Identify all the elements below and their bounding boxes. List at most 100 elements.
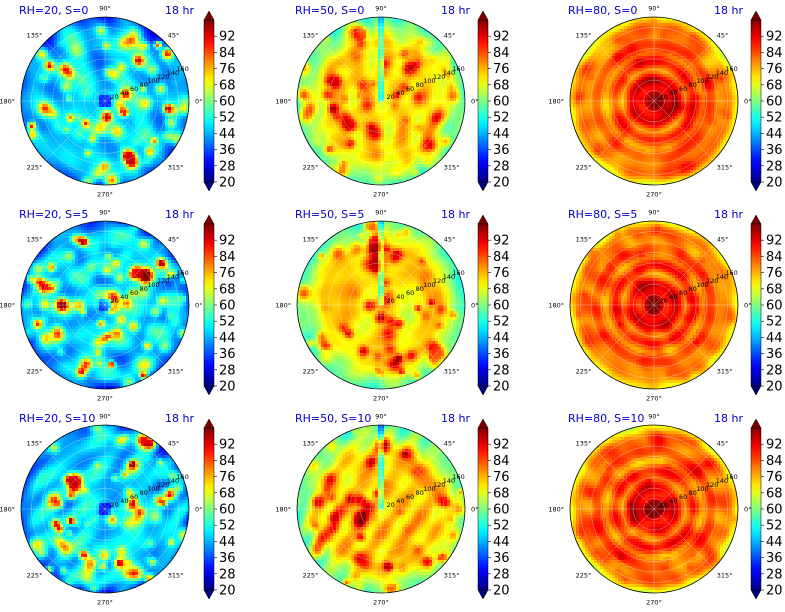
colorbar-tick-label: 68 xyxy=(766,78,783,93)
colorbar-tick-label: 60 xyxy=(219,95,236,110)
colorbar-gradient xyxy=(750,427,762,591)
panel-time-label: 18 hr xyxy=(165,208,194,221)
colorbar-extend-min xyxy=(203,385,215,396)
radial-tick-label: 20 xyxy=(387,297,395,305)
colorbar-tick-label: 68 xyxy=(493,486,510,501)
colorbar-tick-label: 36 xyxy=(219,551,236,566)
colorbar-tick-label: 76 xyxy=(493,266,510,281)
angle-tick-label: 90° xyxy=(648,413,660,421)
radial-tick-label: 140 xyxy=(167,273,179,281)
heatmap-field xyxy=(570,17,738,185)
colorbar-tick-label: 84 xyxy=(766,46,783,61)
colorbar-tick-label: 44 xyxy=(766,127,783,142)
radial-tick-label: 100 xyxy=(696,77,708,85)
radial-tick-label: 40 xyxy=(669,293,677,301)
colorbar-tick-label: 84 xyxy=(766,454,783,469)
angle-tick-label: 135° xyxy=(27,440,43,448)
radial-tick-label: 120 xyxy=(433,481,445,489)
polar-grid xyxy=(296,220,466,390)
radial-tick-label: 20 xyxy=(111,501,119,509)
colorbar-tick-label: 84 xyxy=(766,250,783,265)
colorbar-tick-label: 92 xyxy=(219,30,236,45)
angle-tick-label: 135° xyxy=(27,236,43,244)
radial-tick-label: 120 xyxy=(706,73,718,81)
colorbar-tick-label: 92 xyxy=(766,234,783,249)
radial-tick-label: 60 xyxy=(406,85,414,93)
colorbar-tick-label: 60 xyxy=(219,503,236,518)
angle-tick-label: 45° xyxy=(444,236,456,244)
colorbar-tick-label: 84 xyxy=(219,250,236,265)
polar-grid xyxy=(569,424,739,594)
colorbar-tick-label: 76 xyxy=(493,470,510,485)
colorbar-tick-label: 68 xyxy=(766,486,783,501)
colorbar-tick-label: 36 xyxy=(493,551,510,566)
colorbar-tick-label: 84 xyxy=(493,250,510,265)
angle-tick-label: 270° xyxy=(646,395,662,403)
angle-tick-label: 135° xyxy=(303,32,319,40)
panel-time-label: 18 hr xyxy=(441,412,470,425)
radial-tick-label: 80 xyxy=(416,489,424,497)
angle-tick-label: 180° xyxy=(548,506,564,514)
radial-tick-label: 60 xyxy=(406,289,414,297)
radial-tick-label: 120 xyxy=(433,73,445,81)
colorbar-tick-label: 36 xyxy=(493,143,510,158)
angle-tick-label: 90° xyxy=(375,209,387,217)
polar-frame xyxy=(569,424,739,594)
angle-tick-label: 90° xyxy=(99,5,111,13)
colorbar-tick-label: 76 xyxy=(493,62,510,77)
colorbar-tick-label: 28 xyxy=(766,363,783,378)
angle-tick-label: 90° xyxy=(648,209,660,217)
panel-title: RH=50, S=5 xyxy=(295,208,364,221)
angle-tick-label: 315° xyxy=(717,367,733,375)
colorbar-gradient xyxy=(750,19,762,183)
heatmap-field xyxy=(297,17,465,185)
angle-tick-label: 135° xyxy=(303,440,319,448)
colorbar-tick-label: 92 xyxy=(766,438,783,453)
colorbar-tick-label: 60 xyxy=(493,503,510,518)
colorbar-extend-max xyxy=(203,418,215,429)
polar-frame xyxy=(20,220,190,390)
colorbar-extend-min xyxy=(750,385,762,396)
angle-tick-label: 0° xyxy=(744,98,751,106)
panel-title: RH=20, S=0 xyxy=(19,4,88,17)
panel-time-label: 18 hr xyxy=(165,4,194,17)
angle-tick-label: 225° xyxy=(576,571,592,579)
colorbar-gradient xyxy=(477,427,489,591)
angle-tick-label: 180° xyxy=(275,506,291,514)
angle-tick-label: 45° xyxy=(717,440,729,448)
radial-tick-label: 60 xyxy=(130,493,138,501)
colorbar-extend-max xyxy=(477,214,489,225)
radial-tick-label: 80 xyxy=(689,285,697,293)
radial-tick-label: 100 xyxy=(147,77,159,85)
colorbar-tick-label: 28 xyxy=(493,159,510,174)
colorbar-tick-label: 68 xyxy=(219,486,236,501)
colorbar-extend-min xyxy=(477,589,489,600)
radial-tick-label: 40 xyxy=(669,89,677,97)
angle-tick-label: 0° xyxy=(744,506,751,514)
radial-tick-label: 80 xyxy=(140,489,148,497)
radial-tick-label: 20 xyxy=(660,93,668,101)
radial-tick-label: 160 xyxy=(725,65,737,73)
polar-frame xyxy=(296,220,466,390)
angle-tick-label: 225° xyxy=(27,163,43,171)
colorbar-tick-label: 68 xyxy=(493,78,510,93)
colorbar-tick-label: 20 xyxy=(219,380,236,395)
colorbar-extend-min xyxy=(477,385,489,396)
angle-tick-label: 315° xyxy=(444,571,460,579)
colorbar-tick-label: 20 xyxy=(493,176,510,191)
colorbar-gradient xyxy=(203,223,215,387)
radial-tick-label: 100 xyxy=(423,281,435,289)
radial-tick-label: 120 xyxy=(157,481,169,489)
angle-tick-label: 270° xyxy=(97,395,113,403)
panel-title: RH=80, S=10 xyxy=(568,412,644,425)
radial-tick-label: 140 xyxy=(167,69,179,77)
colorbar-tick-label: 76 xyxy=(766,470,783,485)
angle-tick-label: 45° xyxy=(444,32,456,40)
